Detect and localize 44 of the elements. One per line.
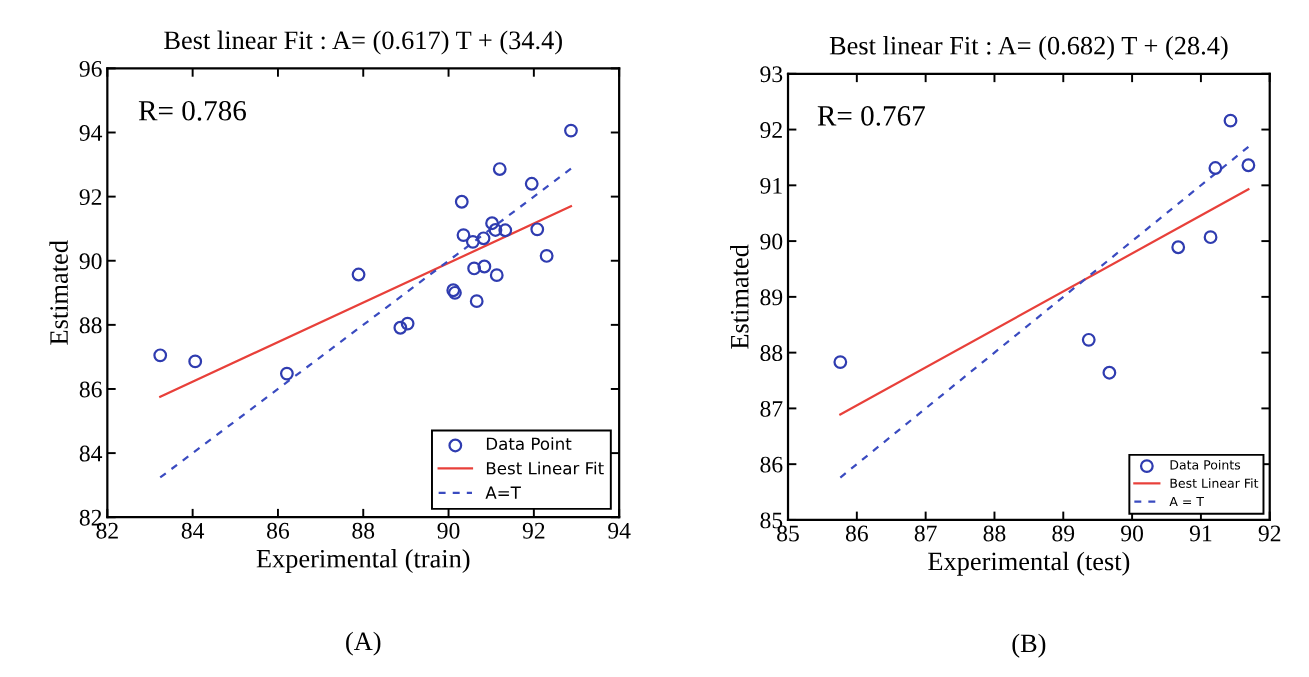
legend-label: Data Points xyxy=(1170,459,1241,470)
x-axis-title: Experimental (test) xyxy=(928,551,1130,576)
x-tick-label: 92 xyxy=(522,522,545,539)
text: (A) xyxy=(346,631,381,656)
x-tick-label: 90 xyxy=(1121,525,1143,542)
chart-title: Best linear Fit : A= (0.682) T + (28.4) xyxy=(829,36,1228,60)
text: (B) xyxy=(1012,633,1046,658)
legend-label: Best Linear Fit xyxy=(486,461,604,475)
y-tick-label: 88 xyxy=(79,317,102,334)
y-axis-title: Estimated xyxy=(730,244,749,349)
x-tick-label: 86 xyxy=(845,525,868,542)
y-tick-label: 93 xyxy=(760,66,783,83)
y-tick-label: 87 xyxy=(760,400,783,417)
y-tick-label: 96 xyxy=(79,60,102,77)
legend-label: Data Point xyxy=(486,437,572,451)
y-tick-label: 86 xyxy=(79,381,102,398)
y-tick-label: 84 xyxy=(79,445,103,462)
y-tick-label: 88 xyxy=(760,345,783,362)
legend-label: A = T xyxy=(1169,496,1204,507)
y-tick-label: 92 xyxy=(79,189,102,206)
chart-title: Best linear Fit : A= (0.617) T + (34.4) xyxy=(164,30,562,55)
annotation: R= 0.786 xyxy=(138,100,246,121)
y-axis-title: Estimated xyxy=(49,240,68,345)
y-tick-label: 91 xyxy=(760,177,782,194)
x-tick-label: 84 xyxy=(181,522,205,539)
x-tick-label: 88 xyxy=(352,522,375,539)
x-tick-label: 89 xyxy=(1052,525,1075,542)
y-tick-label: 89 xyxy=(760,289,783,306)
x-tick-label: 88 xyxy=(983,525,1006,542)
y-tick-label: 94 xyxy=(79,125,103,141)
x-axis-title: Experimental (train) xyxy=(256,549,470,573)
x-tick-label: 86 xyxy=(267,522,290,539)
legend-label: A=T xyxy=(485,486,521,499)
x-tick-label: 92 xyxy=(1258,525,1281,542)
legend-label: Best Linear Fit xyxy=(1170,478,1259,488)
y-tick-label: 92 xyxy=(760,122,782,138)
y-tick-label: 86 xyxy=(760,456,783,473)
y-tick-label: 90 xyxy=(760,233,783,250)
x-tick-label: 87 xyxy=(914,525,937,542)
x-tick-label: 90 xyxy=(437,522,460,539)
x-tick-label: 94 xyxy=(608,522,631,539)
annotation: R= 0.767 xyxy=(817,106,925,126)
x-tick-label: 91 xyxy=(1189,525,1212,542)
y-tick-label: 90 xyxy=(79,253,102,270)
